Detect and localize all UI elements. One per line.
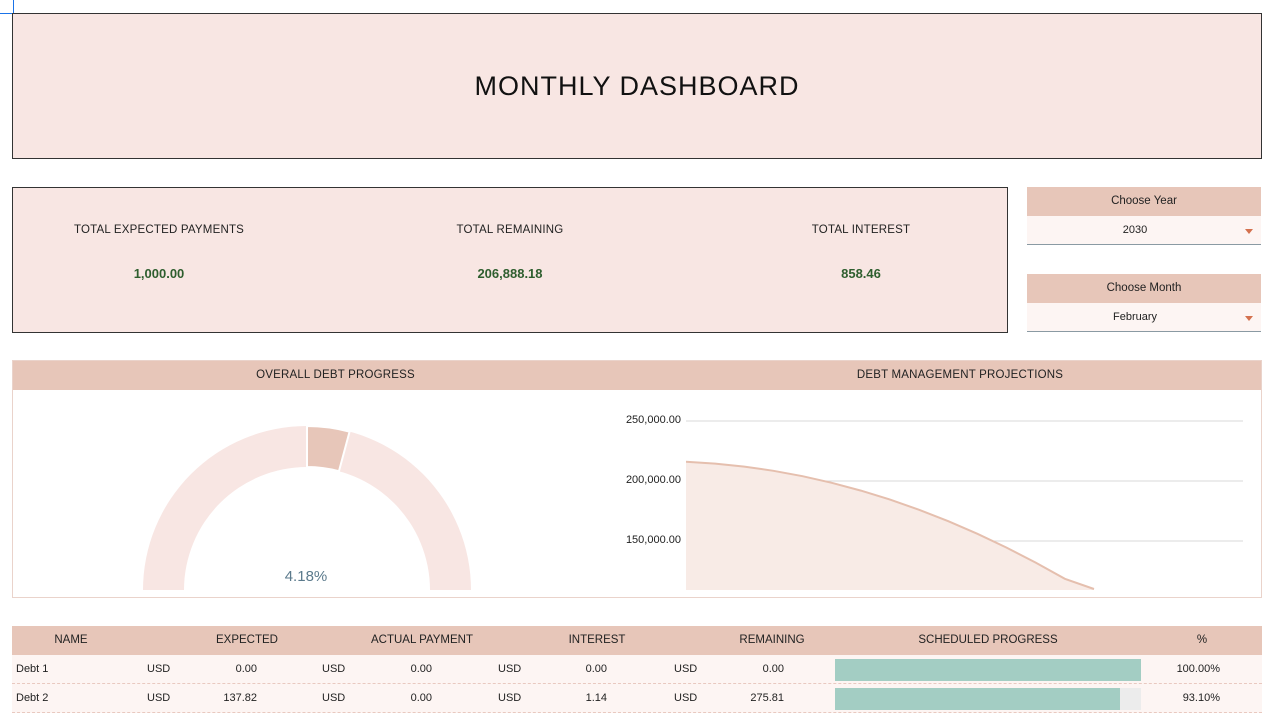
kpi-remaining-value: 206,888.18 xyxy=(477,266,543,281)
year-dropdown-value: 2030 xyxy=(1122,224,1148,236)
currency-label: USD xyxy=(674,663,698,675)
kpi-interest-value: 858.46 xyxy=(841,266,881,281)
progress-bar xyxy=(835,688,1141,710)
dropdown-arrow-icon[interactable] xyxy=(1245,316,1253,321)
debt-table: NAME EXPECTED ACTUAL PAYMENT INTEREST RE… xyxy=(12,626,1262,713)
charts-header-band: OVERALL DEBT PROGRESS DEBT MANAGEMENT PR… xyxy=(13,361,1261,390)
col-header-progress: SCHEDULED PROGRESS xyxy=(918,634,1058,646)
month-dropdown[interactable]: February xyxy=(1027,303,1261,332)
kpi-expected-value: 1,000.00 xyxy=(133,266,185,281)
page-title: MONTHLY DASHBOARD xyxy=(474,71,800,101)
row-name: Debt 1 xyxy=(16,663,49,675)
kpi-interest-label: TOTAL INTEREST xyxy=(811,224,911,236)
interest-value: 1.14 xyxy=(585,692,607,704)
year-dropdown[interactable]: 2030 xyxy=(1027,216,1261,245)
progress-bar-fill xyxy=(835,688,1120,710)
summary-panel: TOTAL EXPECTED PAYMENTS 1,000.00 TOTAL R… xyxy=(12,187,1008,333)
progress-chart-title: OVERALL DEBT PROGRESS xyxy=(256,369,415,381)
projection-area-chart xyxy=(686,420,1243,590)
currency-label: USD xyxy=(147,663,171,675)
kpi-expected-label: TOTAL EXPECTED PAYMENTS xyxy=(73,224,245,236)
cell-selection-marker xyxy=(0,0,14,14)
col-header-expected: EXPECTED xyxy=(216,634,278,646)
table-row[interactable]: Debt 2 USD 137.82 USD 0.00 USD 1.14 USD … xyxy=(12,684,1262,713)
interest-value: 0.00 xyxy=(585,663,607,675)
row-name: Debt 2 xyxy=(16,692,49,704)
col-header-interest: INTEREST xyxy=(568,634,626,646)
col-header-remaining: REMAINING xyxy=(739,634,805,646)
remaining-value: 275.81 xyxy=(750,692,784,704)
y-tick-label: 150,000.00 xyxy=(625,534,681,546)
expected-value: 0.00 xyxy=(235,663,257,675)
col-header-percent: % xyxy=(1196,634,1208,646)
progress-bar xyxy=(835,659,1141,681)
percent-value: 100.00% xyxy=(1176,663,1220,675)
currency-label: USD xyxy=(674,692,698,704)
year-filter-label: Choose Year xyxy=(1027,187,1261,216)
kpi-remaining-label: TOTAL REMAINING xyxy=(456,224,564,236)
dropdown-arrow-icon[interactable] xyxy=(1245,229,1253,234)
gauge-track xyxy=(143,426,471,590)
currency-label: USD xyxy=(322,692,346,704)
remaining-value: 0.00 xyxy=(762,663,784,675)
charts-panel: OVERALL DEBT PROGRESS DEBT MANAGEMENT PR… xyxy=(12,360,1262,598)
progress-bar-fill xyxy=(835,659,1141,681)
table-header: NAME EXPECTED ACTUAL PAYMENT INTEREST RE… xyxy=(12,626,1262,655)
month-dropdown-value: February xyxy=(1112,311,1158,323)
gauge-progress-arc xyxy=(306,424,351,473)
dashboard-header: MONTHLY DASHBOARD xyxy=(12,13,1262,159)
projection-series-line xyxy=(686,460,1095,590)
expected-value: 137.82 xyxy=(223,692,257,704)
percent-value: 93.10% xyxy=(1182,692,1220,704)
month-filter: Choose Month February xyxy=(1027,274,1261,332)
col-header-name: NAME xyxy=(54,634,88,646)
gauge-percent-label: 4.18% xyxy=(284,568,328,585)
currency-label: USD xyxy=(498,663,522,675)
col-header-actual: ACTUAL PAYMENT xyxy=(370,634,474,646)
year-filter: Choose Year 2030 xyxy=(1027,187,1261,245)
actual-value: 0.00 xyxy=(410,663,432,675)
projection-area-fill xyxy=(686,461,1094,590)
table-row[interactable]: Debt 1 USD 0.00 USD 0.00 USD 0.00 USD 0.… xyxy=(12,655,1262,684)
debt-progress-gauge xyxy=(143,424,471,590)
projection-chart-title: DEBT MANAGEMENT PROJECTIONS xyxy=(856,369,1064,381)
currency-label: USD xyxy=(322,663,346,675)
y-tick-label: 200,000.00 xyxy=(625,474,681,486)
currency-label: USD xyxy=(498,692,522,704)
actual-value: 0.00 xyxy=(410,692,432,704)
month-filter-label: Choose Month xyxy=(1027,274,1261,303)
y-tick-label: 250,000.00 xyxy=(625,414,681,426)
currency-label: USD xyxy=(147,692,171,704)
